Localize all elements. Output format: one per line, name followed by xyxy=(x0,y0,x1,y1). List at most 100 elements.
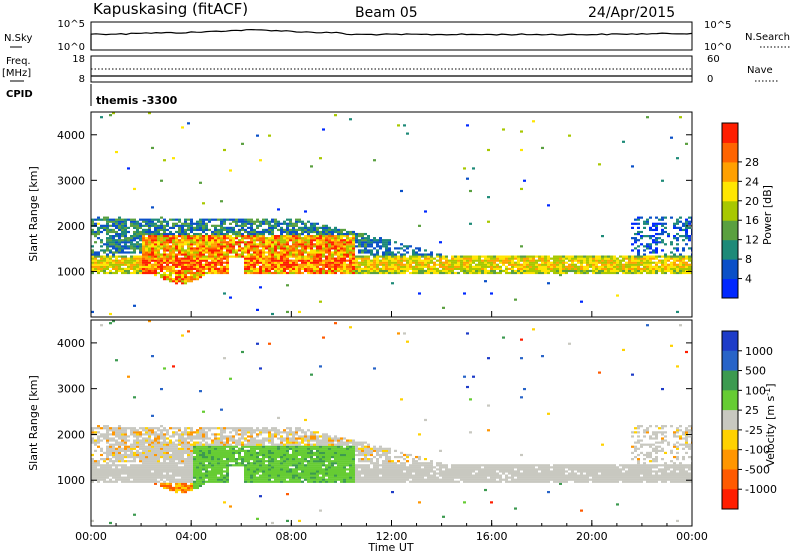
power-cell xyxy=(166,222,169,225)
velocity-cell xyxy=(160,466,163,469)
power-cell xyxy=(496,257,499,260)
velocity-cell xyxy=(241,350,244,354)
velocity-cell xyxy=(178,441,181,444)
velocity-cell xyxy=(277,433,280,436)
power-cell xyxy=(151,243,154,246)
power-cell xyxy=(103,255,106,258)
velocity-cell xyxy=(268,458,271,461)
power-cell xyxy=(637,216,640,219)
velocity-cell xyxy=(214,451,217,455)
power-cell xyxy=(244,228,247,232)
power-cell xyxy=(160,273,163,277)
power-cell xyxy=(424,269,427,273)
velocity-cell xyxy=(184,447,187,450)
velocity-cell xyxy=(223,474,226,477)
velocity-cell xyxy=(151,441,154,444)
power-cell xyxy=(208,239,211,242)
velocity-cell xyxy=(190,439,193,442)
power-cell xyxy=(568,267,571,270)
power-cell xyxy=(97,232,100,236)
power-cell xyxy=(637,261,640,264)
power-cell xyxy=(397,263,400,266)
power-cell xyxy=(136,237,139,240)
power-cell xyxy=(196,232,199,236)
power-cell xyxy=(307,269,310,273)
power-cell xyxy=(217,263,220,266)
power-cell xyxy=(538,271,541,275)
power-cell xyxy=(226,269,229,273)
power-cell xyxy=(346,245,349,248)
velocity-cell xyxy=(265,455,268,459)
power-cell xyxy=(316,243,319,246)
power-cell xyxy=(664,230,667,234)
power-cell xyxy=(331,269,334,273)
velocity-cell xyxy=(109,453,112,457)
power-cell xyxy=(505,257,508,260)
power-cell xyxy=(112,251,115,254)
power-cell xyxy=(379,237,382,240)
velocity-cell xyxy=(145,449,148,452)
power-cell xyxy=(100,259,103,262)
velocity-cell xyxy=(91,458,94,461)
power-cell xyxy=(166,257,169,260)
velocity-cell xyxy=(286,468,289,471)
velocity-cell xyxy=(190,445,193,448)
velocity-cell xyxy=(199,458,202,461)
velocity-cell xyxy=(214,437,217,440)
power-cell xyxy=(610,255,613,258)
power-cell xyxy=(169,261,172,264)
velocity-cell xyxy=(292,447,295,450)
power-cell xyxy=(631,222,634,225)
power-cell xyxy=(517,267,520,270)
power-cell xyxy=(592,257,595,260)
colorbar-tick-label: 20 xyxy=(745,195,759,208)
power-cell xyxy=(688,226,691,229)
velocity-cell xyxy=(190,476,193,479)
power-cell xyxy=(469,271,472,275)
power-cell xyxy=(331,251,334,254)
power-cell xyxy=(463,259,466,262)
power-cell xyxy=(178,276,181,279)
power-cell xyxy=(166,269,169,273)
velocity-cell xyxy=(190,486,193,490)
power-cell xyxy=(517,261,520,264)
power-cell xyxy=(163,261,166,264)
velocity-cell xyxy=(106,427,109,430)
power-cell xyxy=(226,243,229,246)
velocity-cell xyxy=(274,453,277,457)
power-cell xyxy=(643,269,646,273)
power-cell xyxy=(505,265,508,268)
velocity-cell xyxy=(187,458,190,461)
power-cell xyxy=(121,257,124,260)
velocity-cell xyxy=(172,464,175,467)
power-cell xyxy=(283,251,286,254)
power-cell xyxy=(292,247,295,250)
power-cell xyxy=(139,245,142,248)
power-cell xyxy=(148,239,151,242)
power-cell xyxy=(682,267,685,270)
power-cell xyxy=(373,265,376,268)
velocity-cell xyxy=(208,470,211,473)
velocity-cell xyxy=(181,470,184,473)
velocity-cell xyxy=(229,447,232,450)
power-cell xyxy=(538,267,541,270)
power-cell xyxy=(178,218,181,221)
velocity-cell xyxy=(160,435,163,438)
power-cell xyxy=(160,241,163,244)
power-cell xyxy=(103,228,106,232)
power-cell xyxy=(121,228,124,232)
power-cell xyxy=(244,243,247,246)
power-cell xyxy=(676,239,679,242)
power-cell xyxy=(160,239,163,242)
power-cell xyxy=(241,239,244,242)
power-cell xyxy=(307,265,310,268)
velocity-cell xyxy=(178,478,181,481)
power-cell xyxy=(220,267,223,270)
velocity-cell xyxy=(112,462,115,465)
power-cell xyxy=(637,251,640,254)
power-cell xyxy=(343,271,346,275)
power-cell xyxy=(430,261,433,264)
power-cell xyxy=(151,237,154,240)
power-cell xyxy=(211,261,214,264)
power-cell xyxy=(385,261,388,264)
